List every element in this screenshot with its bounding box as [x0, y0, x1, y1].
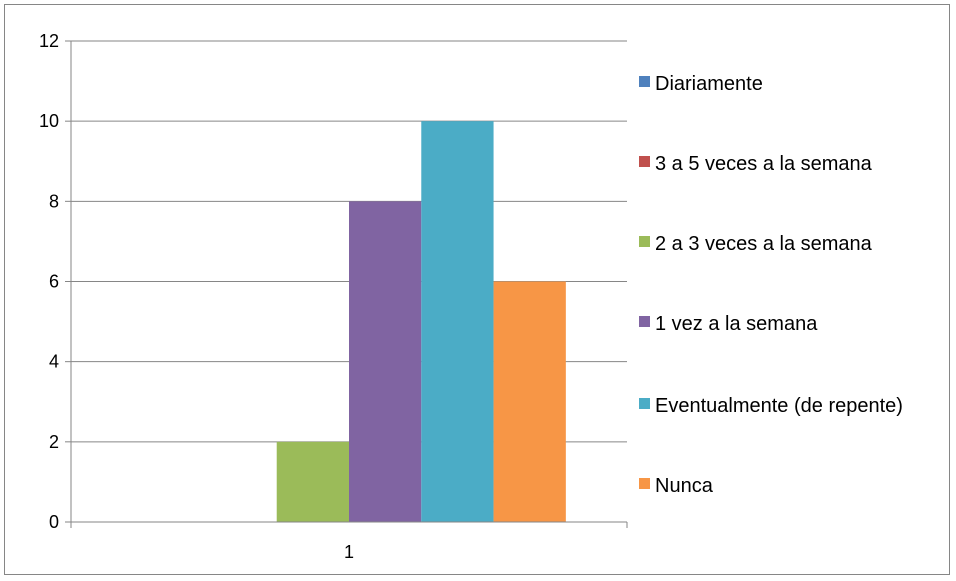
y-tick-label: 0	[49, 512, 59, 532]
y-tick-label: 4	[49, 352, 59, 372]
legend-swatch	[639, 398, 650, 409]
legend: Diariamente 3 a 5 veces a la semana 2 a 3 …	[639, 73, 903, 497]
y-tick-label: 2	[49, 432, 59, 452]
legend-item: Nunca	[639, 475, 714, 497]
y-tick-label: 6	[49, 272, 59, 292]
legend-swatch	[639, 478, 650, 489]
legend-item: 2 a 3 veces a la semana	[639, 233, 873, 255]
bar-chart: 0 2 4 6 8 10 12 1 Diariamente 3 a 5 veces a la s…	[39, 31, 903, 562]
legend-label: 3 a 5 veces a la semana	[655, 153, 873, 175]
bar-nunca	[493, 281, 566, 522]
legend-swatch	[639, 316, 650, 327]
y-tick-label: 8	[49, 191, 59, 211]
legend-label: 1 vez a la semana	[655, 313, 818, 335]
bar-2-a-3-veces-a-la-semana	[276, 441, 349, 522]
bar-1-vez-a-la-semana	[349, 201, 422, 523]
legend-swatch	[639, 156, 650, 167]
legend-swatch	[639, 76, 650, 87]
y-tick-label: 10	[39, 111, 59, 131]
bar-eventualmente-de-repente	[421, 121, 494, 523]
legend-label: Eventualmente (de repente)	[655, 395, 903, 417]
legend-label: Diariamente	[655, 73, 763, 95]
axes: 0 2 4 6 8 10 12 1	[39, 31, 628, 562]
legend-item: Eventualmente (de repente)	[639, 395, 903, 417]
bars	[276, 121, 566, 523]
legend-label: Nunca	[655, 475, 714, 497]
legend-swatch	[639, 236, 650, 247]
chart-frame: 0 2 4 6 8 10 12 1 Diariamente 3 a 5 veces a la s…	[4, 4, 950, 575]
legend-item: Diariamente	[639, 73, 763, 95]
y-tick-label: 12	[39, 31, 59, 51]
x-tick-label: 1	[344, 542, 354, 562]
legend-item: 1 vez a la semana	[639, 313, 818, 335]
legend-item: 3 a 5 veces a la semana	[639, 153, 873, 175]
legend-label: 2 a 3 veces a la semana	[655, 233, 873, 255]
